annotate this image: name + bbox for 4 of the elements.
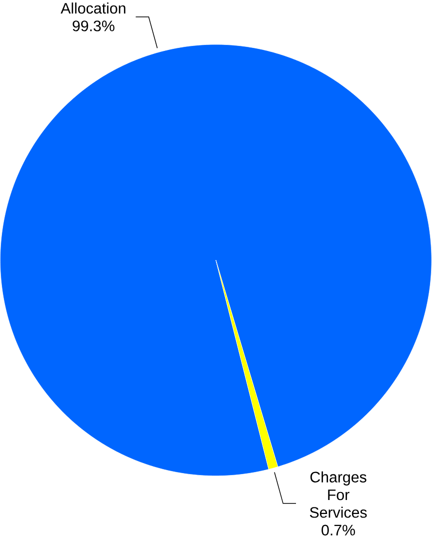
data-label: 0.7% [322, 524, 356, 536]
slice-label: Allocation [60, 2, 126, 14]
slice-label: Charges For Services [310, 471, 367, 518]
data-label: 99.3% [72, 20, 115, 32]
